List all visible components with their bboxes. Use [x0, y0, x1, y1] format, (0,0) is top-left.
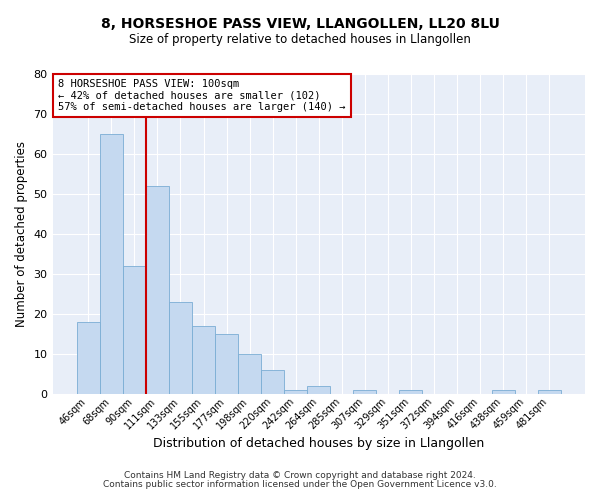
Bar [77, 322, 100, 394]
Text: Contains public sector information licensed under the Open Government Licence v3: Contains public sector information licen… [103, 480, 497, 489]
Bar [491, 390, 515, 394]
Text: 8 HORSESHOE PASS VIEW: 100sqm
← 42% of detached houses are smaller (102)
57% of : 8 HORSESHOE PASS VIEW: 100sqm ← 42% of d… [58, 79, 346, 112]
Bar [261, 370, 284, 394]
Bar [307, 386, 330, 394]
Y-axis label: Number of detached properties: Number of detached properties [15, 141, 28, 327]
Bar [238, 354, 261, 394]
Bar [353, 390, 376, 394]
X-axis label: Distribution of detached houses by size in Llangollen: Distribution of detached houses by size … [153, 437, 484, 450]
Bar [215, 334, 238, 394]
Bar [400, 390, 422, 394]
Bar [146, 186, 169, 394]
Bar [192, 326, 215, 394]
Bar [538, 390, 561, 394]
Text: 8, HORSESHOE PASS VIEW, LLANGOLLEN, LL20 8LU: 8, HORSESHOE PASS VIEW, LLANGOLLEN, LL20… [101, 18, 499, 32]
Text: Size of property relative to detached houses in Llangollen: Size of property relative to detached ho… [129, 32, 471, 46]
Bar [123, 266, 146, 394]
Bar [100, 134, 123, 394]
Text: Contains HM Land Registry data © Crown copyright and database right 2024.: Contains HM Land Registry data © Crown c… [124, 471, 476, 480]
Bar [169, 302, 192, 394]
Bar [284, 390, 307, 394]
